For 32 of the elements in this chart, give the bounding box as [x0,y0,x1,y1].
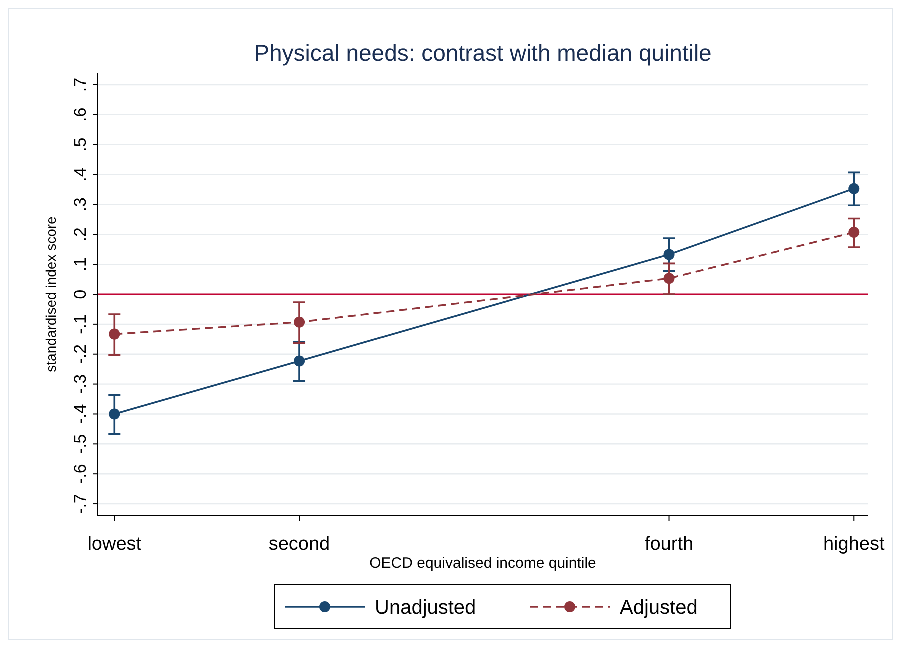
point [664,273,675,284]
y-tick-label: .4 [71,168,90,182]
y-tick-label: -.2 [71,344,90,364]
point [294,316,306,328]
y-tick-label: .6 [71,108,90,122]
y-tick-label: .1 [71,257,90,272]
x-axis-title: OECD equivalised income quintile [370,555,596,572]
y-tick-label: -.1 [71,314,90,334]
x-tick-label: highest [823,534,886,555]
x-tick-label: fourth [644,534,694,555]
point [664,249,675,260]
y-tick-label: -.7 [71,494,90,514]
y-tick-label: 0 [71,290,90,300]
point [109,328,120,340]
point [848,227,860,238]
x-tick-label: second [268,534,330,555]
y-axis-title: standardised index score [43,216,59,372]
point [109,408,120,420]
y-tick-label: -.5 [71,434,90,454]
y-tick-label: -.6 [71,464,90,484]
y-tick-label: -.3 [71,374,90,394]
point [848,183,860,194]
y-tick-label: .2 [71,228,90,242]
chart-title: Physical needs: contrast with median quintile [254,40,712,66]
legend-label: Adjusted [620,597,698,619]
x-tick-label: lowest [88,534,142,555]
y-tick-label: .3 [71,198,90,212]
legend-label: Unadjusted [375,597,476,619]
y-tick-label: .5 [71,138,90,152]
y-tick-label: .7 [71,78,90,92]
y-tick-label: -.4 [71,404,90,424]
point [294,356,306,367]
